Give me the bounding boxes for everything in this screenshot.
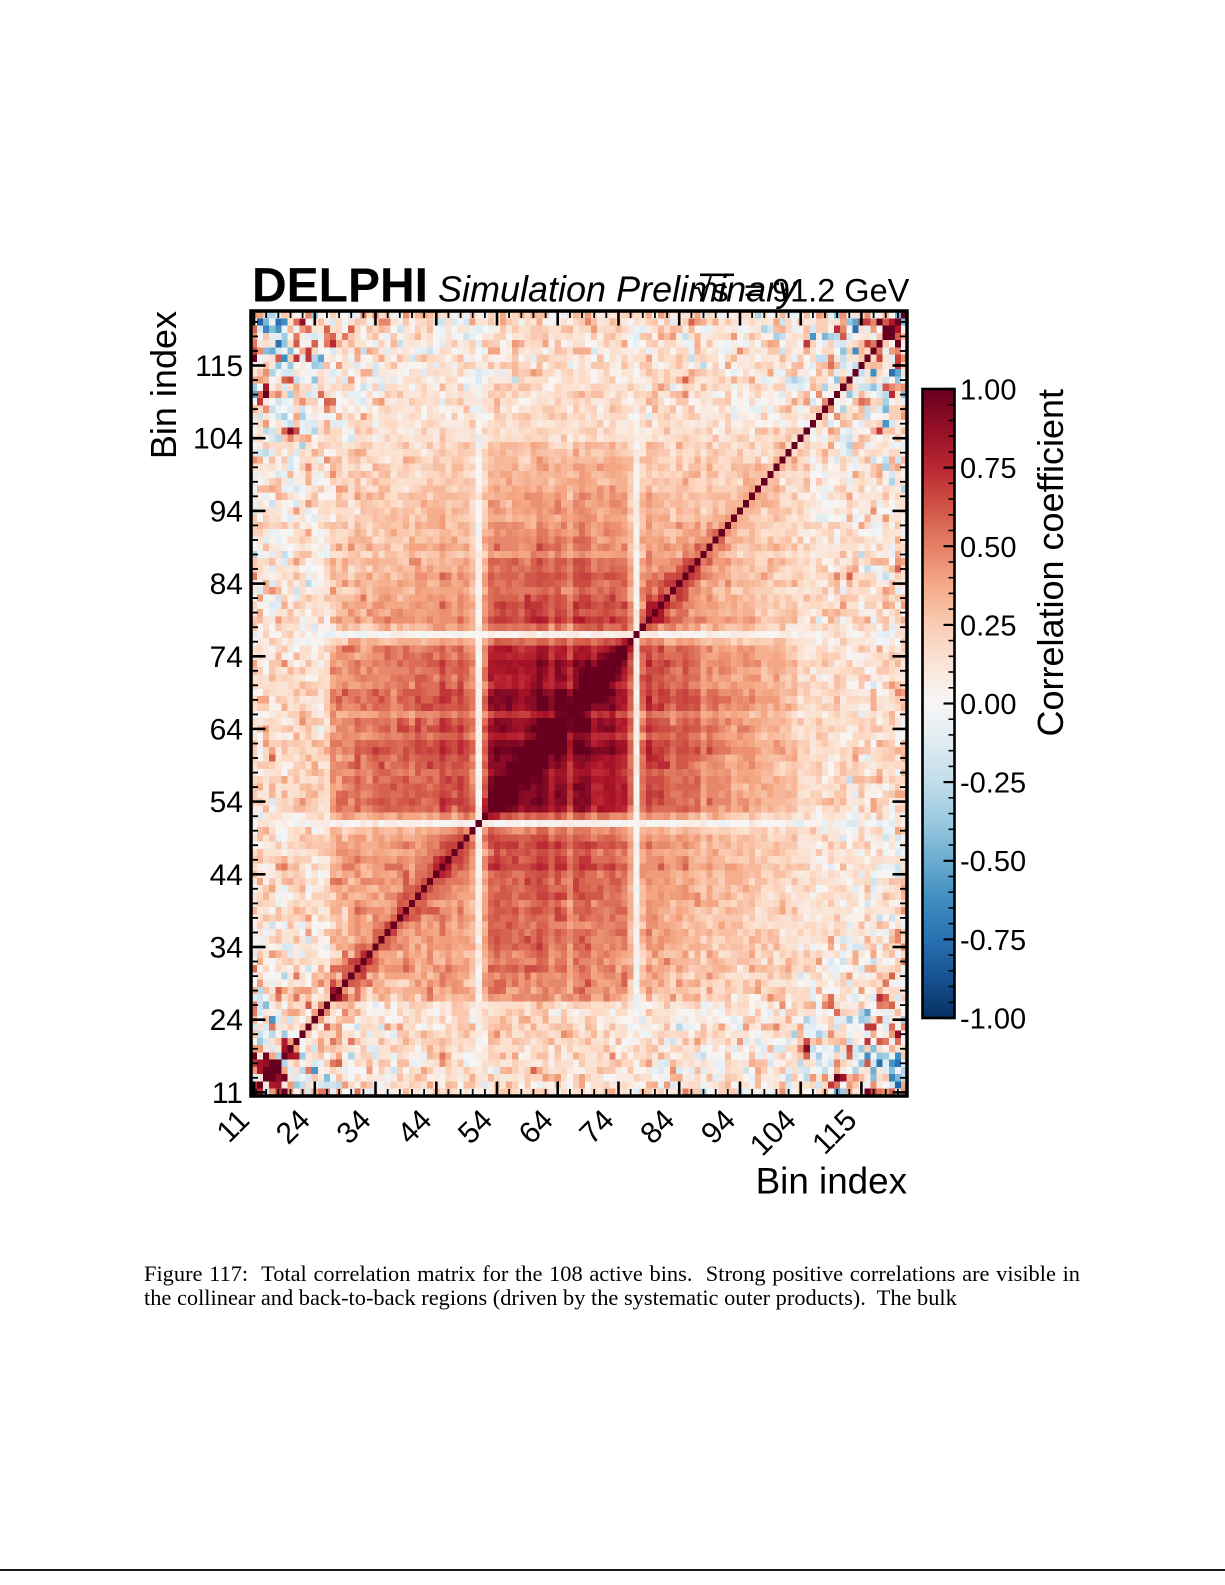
svg-text:34: 34 [210, 932, 243, 965]
svg-text:Bin index: Bin index [756, 1161, 907, 1202]
svg-text:54: 54 [452, 1104, 499, 1151]
svg-text:84: 84 [634, 1104, 681, 1151]
svg-text:74: 74 [210, 641, 243, 674]
svg-text:104: 104 [744, 1104, 803, 1163]
svg-text:64: 64 [210, 713, 243, 746]
svg-text:0.50: 0.50 [960, 532, 1016, 564]
svg-text:115: 115 [806, 1104, 863, 1161]
svg-text:104: 104 [193, 423, 243, 456]
svg-text:11: 11 [211, 1104, 256, 1149]
svg-text:44: 44 [210, 859, 243, 892]
svg-text:Correlation coefficient: Correlation coefficient [1030, 389, 1071, 737]
svg-text:94: 94 [695, 1104, 742, 1151]
svg-text:54: 54 [210, 786, 243, 819]
svg-text:-0.50: -0.50 [960, 846, 1026, 878]
svg-text:-0.75: -0.75 [960, 925, 1026, 957]
svg-text:0.25: 0.25 [960, 610, 1016, 642]
svg-text:64: 64 [513, 1104, 560, 1151]
svg-text:-0.25: -0.25 [960, 768, 1026, 800]
svg-text:11: 11 [212, 1077, 243, 1110]
svg-text:34: 34 [331, 1104, 378, 1151]
svg-text:1.00: 1.00 [960, 375, 1016, 407]
svg-text:24: 24 [270, 1104, 317, 1151]
svg-text:44: 44 [391, 1104, 438, 1151]
svg-text:74: 74 [574, 1104, 621, 1151]
svg-text:-1.00: -1.00 [960, 1004, 1026, 1036]
svg-text:84: 84 [210, 568, 243, 601]
svg-text:Simulation Preliminary: Simulation Preliminary [438, 269, 798, 310]
svg-text:√s: √s [694, 272, 729, 309]
svg-text:Bin index: Bin index [143, 311, 184, 459]
svg-text:115: 115 [195, 350, 243, 383]
svg-text:= 91.2 GeV: = 91.2 GeV [744, 273, 910, 309]
svg-text:94: 94 [210, 495, 243, 528]
svg-text:24: 24 [210, 1004, 243, 1037]
svg-text:DELPHI: DELPHI [252, 260, 428, 313]
svg-text:0.75: 0.75 [960, 453, 1016, 485]
svg-text:0.00: 0.00 [960, 689, 1016, 721]
